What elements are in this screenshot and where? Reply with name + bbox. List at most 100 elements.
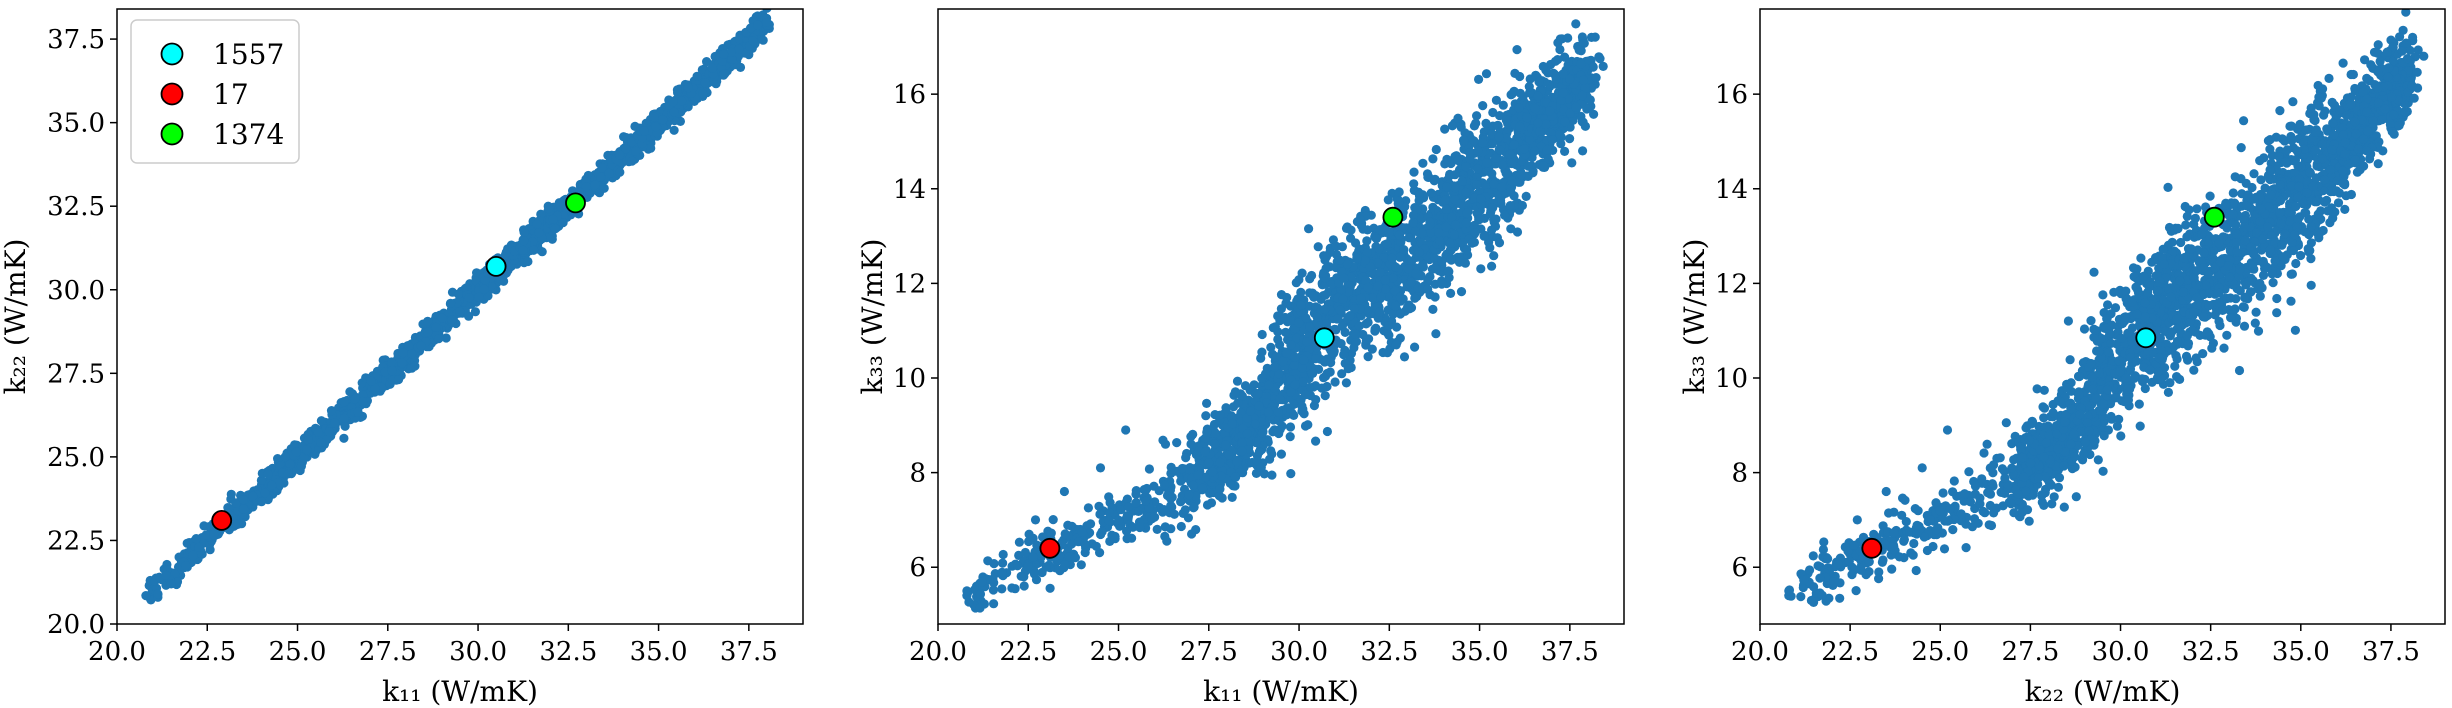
- data-point: [1131, 489, 1141, 499]
- data-point: [1512, 45, 1522, 55]
- data-point: [1186, 439, 1196, 449]
- data-point: [1970, 481, 1981, 491]
- data-point: [621, 144, 631, 154]
- data-point: [1131, 498, 1141, 508]
- data-point: [1524, 82, 1534, 92]
- data-point: [324, 427, 334, 437]
- x-tick-label: 37.5: [720, 637, 778, 667]
- data-point: [1588, 62, 1598, 72]
- data-point: [1086, 519, 1096, 529]
- data-point: [1335, 305, 1345, 315]
- data-point: [1395, 292, 1405, 302]
- data-point: [1150, 512, 1160, 522]
- data-point: [1176, 521, 1186, 532]
- y-tick-label: 37.5: [47, 25, 105, 55]
- data-point: [283, 469, 293, 479]
- data-point: [1578, 75, 1589, 85]
- data-point: [1365, 262, 1375, 272]
- data-point: [1227, 418, 1237, 429]
- highlight-point-1557: [1313, 327, 1335, 349]
- y-tick-label: 12: [893, 269, 926, 299]
- data-point: [1144, 464, 1154, 474]
- y-tick-label: 16: [893, 80, 926, 110]
- data-point: [962, 586, 972, 596]
- data-point: [998, 558, 1008, 568]
- data-point: [1292, 333, 1302, 343]
- data-point: [1363, 352, 1373, 362]
- data-point: [1476, 194, 1486, 204]
- x-tick-label: 25.0: [1090, 637, 1148, 667]
- data-point: [1443, 266, 1453, 276]
- data-point: [1497, 160, 1508, 170]
- y-axis-label: k₃₃ (W/mK): [856, 239, 889, 395]
- data-point: [1202, 427, 1212, 437]
- data-point: [1285, 403, 1295, 413]
- data-point: [1541, 119, 1551, 129]
- data-point: [1257, 428, 1267, 438]
- data-point: [345, 387, 355, 397]
- data-point: [370, 383, 380, 393]
- data-point: [1166, 501, 1176, 511]
- data-point: [1307, 368, 1317, 379]
- data-point: [226, 489, 236, 499]
- data-point: [1363, 282, 1373, 293]
- data-point: [1522, 113, 1532, 123]
- data-point: [1431, 329, 1441, 339]
- y-tick-label: 30.0: [47, 276, 105, 306]
- data-point: [1257, 347, 1267, 357]
- data-point: [474, 292, 484, 302]
- chart-panel-2: 20.0 22.5 25.0 27.5 30.0 32.5 35.0 37.568101214…: [856, 8, 1625, 708]
- data-point: [1321, 263, 1331, 274]
- data-point: [523, 256, 533, 267]
- data-point: [194, 542, 204, 553]
- data-point: [597, 163, 607, 173]
- data-point: [1014, 537, 1024, 547]
- data-point: [719, 69, 729, 79]
- highlight-point-1374: [565, 192, 586, 214]
- data-point: [1375, 267, 1385, 277]
- data-point: [1304, 224, 1314, 234]
- data-point: [1542, 145, 1552, 155]
- data-point: [1478, 137, 1488, 148]
- data-point: [1399, 352, 1410, 362]
- data-point: [1472, 111, 1482, 121]
- data-point: [2239, 116, 2249, 126]
- legend-marker-1374: [160, 122, 184, 146]
- data-point: [1578, 146, 1588, 156]
- data-point: [366, 376, 376, 386]
- data-point: [1134, 506, 1144, 516]
- y-tick-label: 22.5: [47, 526, 105, 556]
- data-point: [1482, 158, 1492, 168]
- data-point: [209, 529, 219, 540]
- data-point: [1465, 148, 1475, 158]
- data-point: [1491, 153, 1501, 163]
- data-point: [700, 78, 710, 88]
- data-point: [340, 421, 350, 431]
- data-point: [1523, 161, 1533, 171]
- data-point: [1278, 356, 1288, 367]
- x-tick-label: 35.0: [630, 637, 688, 667]
- data-point: [1200, 447, 1210, 457]
- data-point: [1298, 404, 1308, 414]
- data-point: [1028, 533, 1038, 543]
- data-point: [260, 488, 270, 498]
- data-point: [1122, 494, 1132, 504]
- data-point: [1297, 268, 1307, 278]
- data-point: [727, 54, 737, 64]
- data-point: [1519, 144, 1529, 154]
- data-point: [1337, 369, 1347, 379]
- data-point: [1180, 505, 1190, 515]
- data-point: [683, 83, 694, 93]
- data-point: [2340, 204, 2350, 214]
- data-point: [1264, 380, 1274, 390]
- data-point: [1023, 561, 1033, 571]
- data-point: [1240, 381, 1251, 391]
- data-point: [1462, 245, 1472, 255]
- x-tick-label: 22.5: [999, 637, 1057, 667]
- data-point: [1276, 449, 1286, 459]
- data-point: [1437, 279, 1447, 289]
- data-point: [1534, 77, 1544, 87]
- data-point: [1423, 284, 1433, 294]
- data-point: [1495, 111, 1505, 121]
